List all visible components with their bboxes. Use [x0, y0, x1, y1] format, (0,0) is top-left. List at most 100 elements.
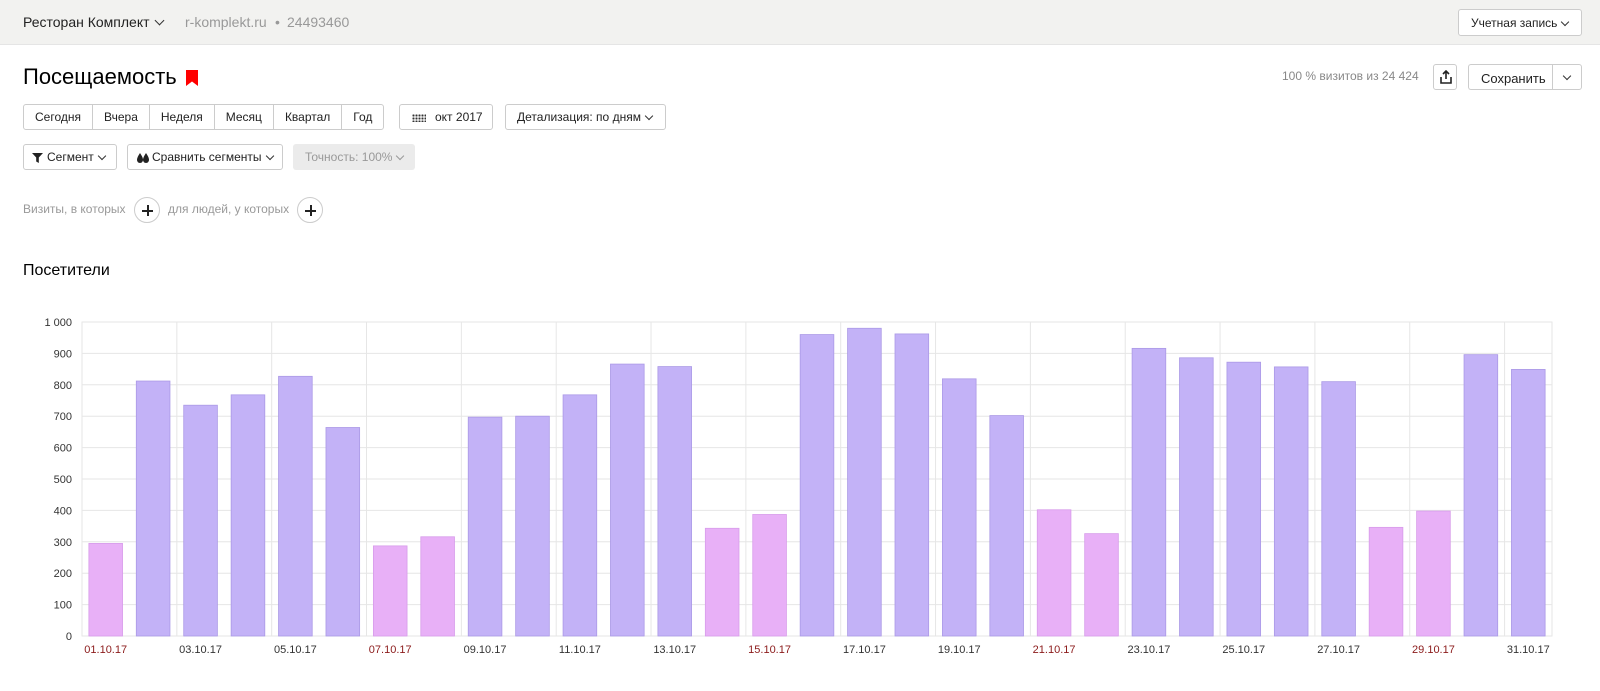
account-button[interactable]: Учетная запись: [1458, 9, 1582, 36]
bar-12.10.17: [610, 363, 645, 637]
chevron-down-icon: [154, 15, 164, 26]
bar-11.10.17: [562, 394, 598, 637]
compare-label: Сравнить сегменты: [152, 150, 262, 164]
x-tick-label: 27.10.17: [1317, 644, 1360, 656]
visits-note: 100 % визитов из 24 424: [1282, 69, 1419, 83]
top-bar: Ресторан Комплект r-komplekt.ru • 244934…: [0, 0, 1600, 45]
bar-09.10.17: [467, 416, 503, 637]
drops-icon: [137, 153, 149, 163]
chevron-down-icon: [265, 151, 274, 161]
chevron-down-icon: [396, 151, 405, 161]
y-tick-label: 500: [54, 474, 72, 486]
bar-01.10.17: [88, 542, 123, 637]
bar-30.10.17: [1463, 354, 1499, 637]
y-tick-label: 100: [54, 600, 72, 612]
segment-button[interactable]: Сегмент: [23, 144, 117, 170]
y-tick-label: 1 000: [44, 317, 72, 329]
chevron-down-icon: [1562, 71, 1572, 81]
export-button[interactable]: [1433, 64, 1457, 90]
detail-label: Детализация: по дням: [517, 110, 641, 124]
site-url: r-komplekt.ru: [185, 14, 267, 30]
bar-07.10.17: [372, 545, 408, 637]
x-tick-label: 15.10.17: [748, 644, 791, 656]
x-tick-label: 19.10.17: [938, 644, 981, 656]
bar-29.10.17: [1416, 510, 1451, 637]
x-tick-label: 21.10.17: [1033, 644, 1076, 656]
visitors-chart: 0 100 200 300 400 500 600 700 800 900 1 000 01.10.1…: [44, 317, 1553, 656]
counter-name-label: Ресторан Комплект: [23, 14, 150, 30]
x-tick-label: 07.10.17: [369, 644, 412, 656]
period-today[interactable]: Сегодня: [24, 105, 93, 129]
bar-18.10.17: [894, 333, 930, 637]
bar-28.10.17: [1368, 526, 1404, 637]
counter-id: 24493460: [287, 14, 350, 30]
period-yesterday[interactable]: Вчера: [93, 105, 150, 129]
people-condition-label: для людей, у которых: [168, 202, 290, 216]
x-tick-label: 29.10.17: [1412, 644, 1455, 656]
y-tick-label: 900: [54, 348, 72, 360]
bookmark-icon[interactable]: [186, 70, 198, 86]
account-button-label: Учетная запись: [1471, 16, 1558, 30]
bar-25.10.17: [1226, 361, 1262, 637]
accuracy-label: Точность: 100%: [305, 150, 393, 164]
segment-label: Сегмент: [47, 150, 94, 164]
y-tick-label: 200: [54, 568, 72, 580]
separator-dot: •: [275, 14, 280, 30]
counter-selector[interactable]: Ресторан Комплект: [23, 14, 164, 30]
x-tick-label: 11.10.17: [559, 644, 601, 656]
bar-10.10.17: [515, 415, 550, 637]
y-tick-label: 300: [54, 537, 72, 549]
bar-27.10.17: [1321, 381, 1356, 637]
y-tick-label: 0: [66, 631, 72, 643]
bar-03.10.17: [183, 404, 218, 637]
x-tick-label: 03.10.17: [179, 644, 222, 656]
add-visit-condition-button[interactable]: [134, 197, 160, 223]
x-tick-label: 13.10.17: [653, 644, 696, 656]
add-people-condition-button[interactable]: [297, 197, 323, 223]
x-tick-label: 23.10.17: [1128, 644, 1171, 656]
accuracy-dropdown[interactable]: Точность: 100%: [293, 144, 415, 170]
bar-13.10.17: [657, 366, 692, 637]
x-tick-label: 05.10.17: [274, 644, 317, 656]
y-tick-label: 700: [54, 411, 72, 423]
period-quarter[interactable]: Квартал: [274, 105, 343, 129]
page-title: Посещаемость: [23, 64, 177, 89]
date-range-button[interactable]: окт 2017: [399, 104, 493, 130]
detail-dropdown[interactable]: Детализация: по дням: [505, 104, 666, 130]
period-week[interactable]: Неделя: [150, 105, 215, 129]
share-icon: [1440, 70, 1452, 84]
bar-22.10.17: [1084, 533, 1119, 637]
compare-segments-button[interactable]: Сравнить сегменты: [127, 144, 283, 170]
x-tick-label: 09.10.17: [464, 644, 507, 656]
y-tick-label: 800: [54, 380, 72, 392]
y-tick-label: 400: [54, 505, 72, 517]
bar-19.10.17: [942, 378, 977, 637]
bar-31.10.17: [1511, 369, 1546, 637]
filter-icon: [32, 153, 43, 163]
date-range-label: окт 2017: [435, 110, 483, 124]
period-year[interactable]: Год: [353, 110, 373, 124]
x-tick-label: 25.10.17: [1222, 644, 1265, 656]
bar-26.10.17: [1273, 366, 1309, 637]
calendar-icon: [412, 114, 426, 122]
bar-17.10.17: [847, 327, 882, 637]
bar-21.10.17: [1036, 509, 1072, 637]
chart-title: Посетители: [23, 262, 110, 279]
bar-20.10.17: [989, 415, 1024, 637]
bar-04.10.17: [230, 394, 266, 637]
x-tick-label: 31.10.17: [1507, 644, 1550, 656]
bar-02.10.17: [135, 380, 171, 637]
save-menu-button[interactable]: [1552, 64, 1582, 90]
y-tick-label: 600: [54, 443, 72, 455]
bar-08.10.17: [420, 536, 455, 637]
x-tick-label: 01.10.17: [84, 644, 127, 656]
bar-24.10.17: [1179, 357, 1214, 637]
save-button[interactable]: Сохранить: [1468, 64, 1552, 90]
period-selector: Сегодня Вчера Неделя Месяц Квартал Год: [23, 104, 385, 130]
chevron-down-icon: [644, 111, 654, 121]
period-month[interactable]: Месяц: [215, 105, 274, 129]
bar-05.10.17: [278, 375, 313, 637]
bar-14.10.17: [704, 527, 740, 637]
bar-23.10.17: [1131, 347, 1167, 637]
chevron-down-icon: [1561, 17, 1570, 27]
